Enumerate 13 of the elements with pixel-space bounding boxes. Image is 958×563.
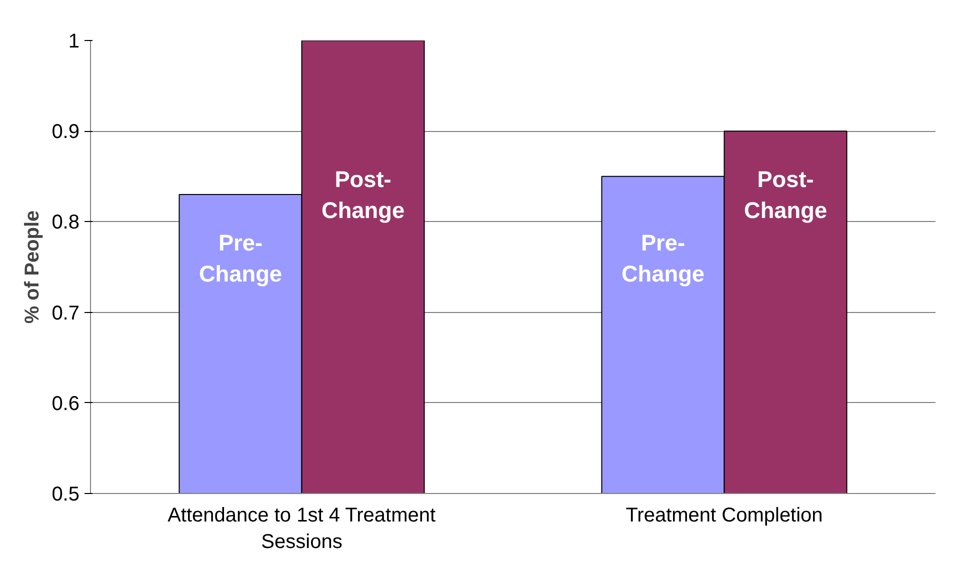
y-tick-label: 0.8 <box>52 212 80 234</box>
text: Pre-Change <box>621 229 705 287</box>
y-tick-label: 0.9 <box>52 121 80 144</box>
y-tick-label: 0.5 <box>52 484 80 506</box>
y-axis-title: % of People <box>22 210 44 324</box>
y-tick-label: 0.7 <box>52 302 80 324</box>
y-tick-label: 1 <box>68 30 80 52</box>
text: Post-Change <box>321 166 405 224</box>
x-tick-label: Treatment Completion <box>626 504 823 526</box>
series-label: Pre-Change <box>198 229 282 287</box>
series-label: Post-Change <box>744 166 828 224</box>
x-tick-label: Attendance to 1st 4 Treatment Sessions <box>168 504 436 553</box>
y-tick-label: 0.6 <box>52 392 80 415</box>
